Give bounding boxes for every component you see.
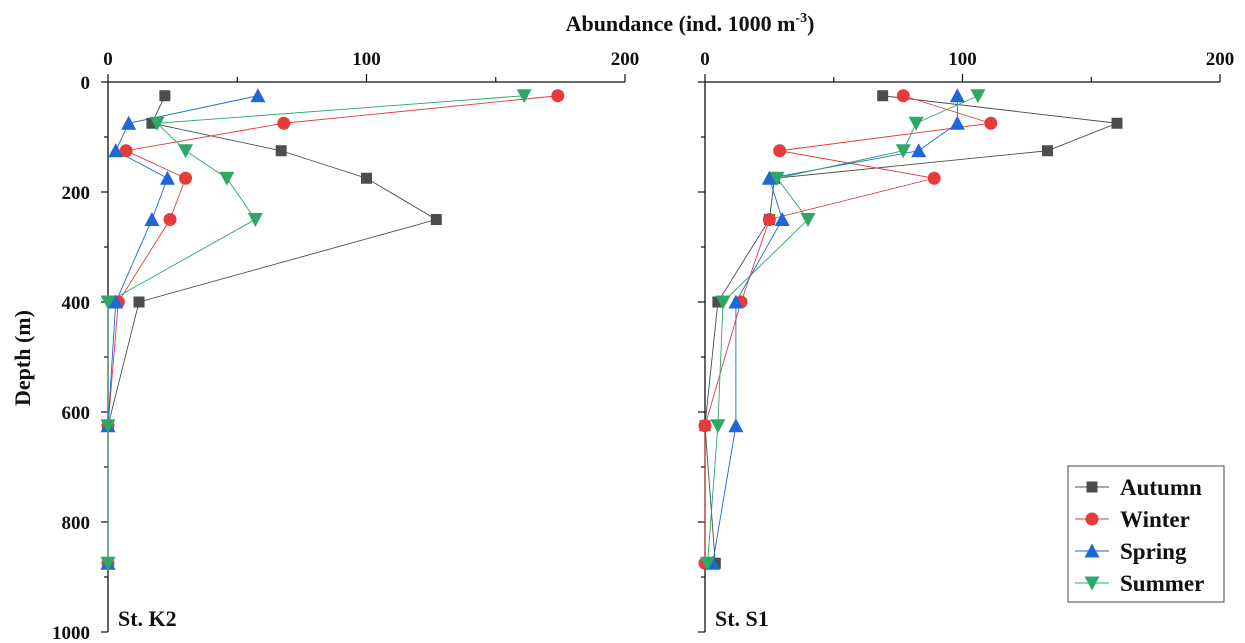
data-point-winter	[762, 213, 776, 226]
data-point-spring	[250, 88, 266, 103]
data-point-summer	[516, 89, 532, 104]
x-tick-label: 100	[352, 49, 381, 70]
data-point-summer	[769, 171, 785, 186]
data-point-spring	[728, 418, 744, 433]
panel-label: St. S1	[715, 606, 769, 631]
data-point-autumn	[146, 117, 158, 129]
data-point-winter	[896, 89, 910, 103]
data-point-winter	[551, 89, 565, 103]
x-tick-label: 0	[103, 49, 113, 70]
data-point-winter	[163, 213, 177, 226]
series-line-winter	[704, 95, 991, 564]
data-point-winter	[773, 144, 787, 158]
data-point-summer	[100, 556, 116, 571]
x-axis-title: Abundance (ind. 1000 m-3)	[566, 11, 815, 36]
y-tick-label: 1000	[52, 623, 90, 643]
x-tick-label: 0	[700, 49, 710, 70]
data-point-autumn	[1111, 117, 1123, 129]
x-tick-label: 200	[611, 49, 640, 70]
data-point-spring	[159, 170, 175, 185]
data-point-summer	[710, 419, 726, 434]
data-point-summer	[895, 144, 911, 159]
legend-label: Autumn	[1120, 475, 1202, 500]
x-axis-title-superscript: -3	[795, 11, 807, 26]
data-point-autumn	[275, 145, 287, 157]
data-point-autumn	[159, 90, 171, 102]
legend-marker-autumn	[1086, 481, 1098, 493]
data-point-summer	[247, 213, 263, 227]
y-tick-label: 0	[81, 73, 91, 94]
panel-label: St. K2	[118, 606, 177, 631]
data-point-summer	[100, 295, 116, 310]
series-line-autumn	[107, 95, 438, 564]
data-point-winter	[179, 171, 193, 185]
data-point-spring	[949, 88, 965, 103]
legend: Autumn Winter Spring Summer	[1067, 465, 1225, 603]
data-point-winter	[119, 144, 133, 158]
data-point-summer	[700, 556, 716, 571]
data-point-autumn	[877, 90, 889, 102]
series-line-autumn	[704, 95, 1118, 564]
data-point-spring	[949, 115, 965, 130]
data-point-winter	[927, 171, 941, 185]
data-point-summer	[970, 89, 986, 104]
data-point-spring	[121, 115, 137, 130]
legend-marker-summer	[1084, 576, 1100, 591]
data-point-spring	[774, 212, 790, 226]
data-point-summer	[149, 116, 165, 131]
legend-label: Spring	[1120, 539, 1187, 564]
data-point-autumn	[430, 214, 442, 225]
panel-1: 0 100 200 0 200 400 600 800 1000 St. K2	[52, 49, 639, 643]
data-point-winter	[277, 116, 291, 130]
panel-2: 0 100 200 St. S1 Autumn Winter Spring Summer	[698, 49, 1235, 633]
data-point-spring	[728, 294, 744, 309]
data-point-spring	[911, 143, 927, 158]
data-point-spring	[144, 212, 160, 226]
legend-marker-winter	[1085, 512, 1099, 526]
series-line-summer	[107, 95, 525, 564]
y-tick-label: 800	[62, 513, 91, 534]
y-tick-label: 200	[62, 183, 91, 204]
data-point-summer	[800, 213, 816, 227]
data-point-autumn	[361, 172, 372, 184]
y-tick-label: 600	[62, 403, 91, 424]
data-point-summer	[178, 144, 194, 159]
series-line-winter	[107, 95, 558, 564]
data-point-winter	[984, 116, 998, 130]
legend-marker-spring	[1084, 543, 1100, 558]
data-point-spring	[108, 143, 124, 158]
chart-panels: 0 100 200 0 200 400 600 800 1000 St. K2 0 100 200 St.…	[52, 49, 1234, 643]
legend-label: Summer	[1120, 571, 1204, 596]
data-point-spring	[761, 170, 777, 185]
x-tick-label: 200	[1206, 49, 1235, 70]
data-point-summer	[908, 116, 924, 131]
series-line-summer	[707, 95, 979, 564]
y-tick-label: 400	[62, 293, 91, 314]
legend-label: Winter	[1120, 507, 1190, 532]
series-line-spring	[107, 95, 259, 564]
data-point-spring	[108, 294, 124, 309]
data-point-autumn	[133, 296, 145, 308]
data-point-autumn	[712, 296, 724, 308]
data-point-autumn	[1041, 145, 1053, 157]
y-axis-title: Depth (m)	[10, 310, 35, 406]
data-point-summer	[715, 295, 731, 310]
data-point-summer	[100, 419, 116, 434]
x-tick-label: 100	[948, 49, 977, 70]
data-point-summer	[219, 171, 235, 186]
data-point-winter	[698, 419, 712, 433]
